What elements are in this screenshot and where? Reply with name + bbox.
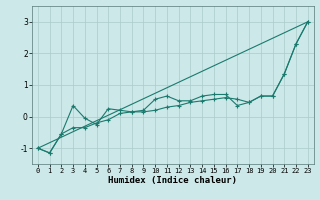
X-axis label: Humidex (Indice chaleur): Humidex (Indice chaleur) (108, 176, 237, 185)
